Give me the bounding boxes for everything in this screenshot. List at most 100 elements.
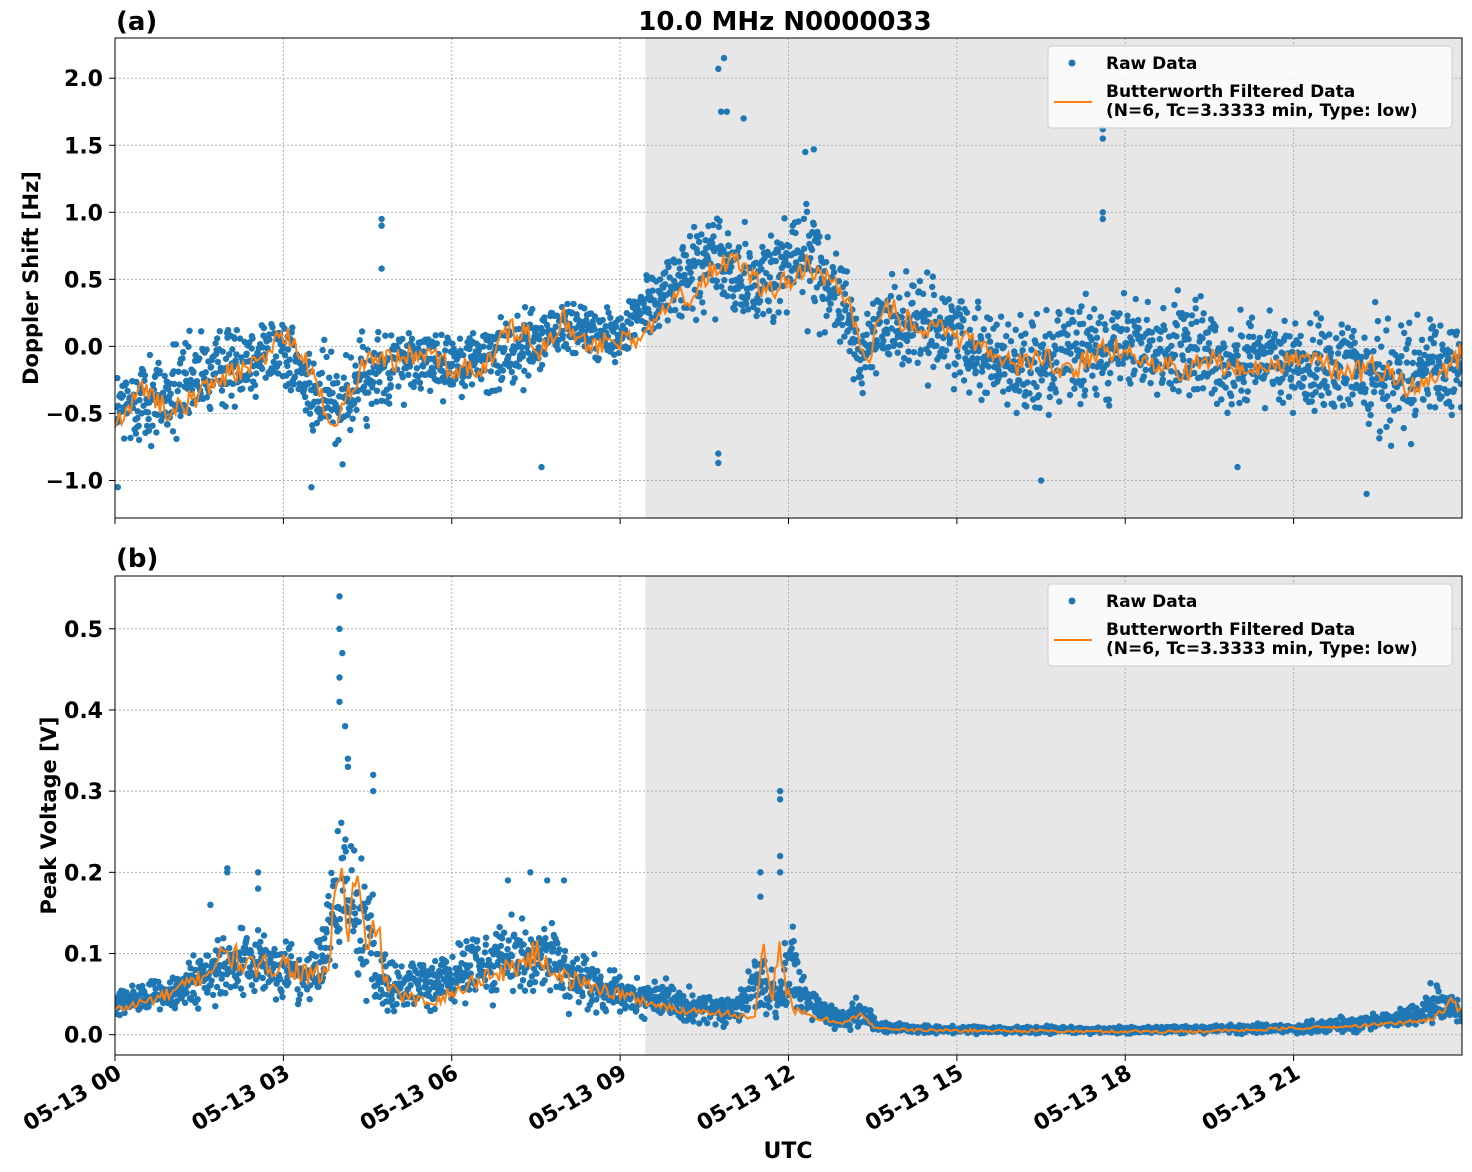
- raw-data-point: [1228, 401, 1235, 408]
- raw-data-point: [750, 985, 757, 992]
- raw-data-point: [823, 312, 830, 320]
- raw-data-point: [846, 312, 853, 319]
- raw-data-point: [1433, 364, 1440, 371]
- legend-label-filtered: Butterworth Filtered Data: [1106, 82, 1355, 102]
- raw-data-point: [309, 427, 317, 434]
- raw-data-point: [633, 1006, 640, 1014]
- raw-data-point: [930, 363, 937, 371]
- raw-data-point: [754, 307, 761, 314]
- raw-data-point: [779, 282, 787, 290]
- raw-data-point: [894, 349, 901, 356]
- raw-data-point: [1020, 340, 1028, 347]
- raw-data-point: [1234, 342, 1241, 349]
- raw-data-point: [1017, 311, 1024, 319]
- raw-data-point: [581, 305, 588, 312]
- raw-data-point: [139, 982, 146, 990]
- raw-data-point: [209, 991, 217, 999]
- raw-data-point: [1129, 318, 1137, 325]
- raw-data-point: [1205, 340, 1213, 347]
- raw-data-point: [427, 978, 435, 986]
- raw-data-point: [276, 360, 283, 367]
- raw-data-point: [525, 372, 532, 379]
- raw-data-point: [1238, 387, 1245, 394]
- raw-data-point: [243, 350, 250, 357]
- raw-data-point: [326, 374, 333, 381]
- raw-data-point: [488, 987, 495, 994]
- raw-data-point: [248, 969, 255, 976]
- raw-data-point: [1005, 321, 1012, 328]
- raw-data-point: [905, 348, 912, 355]
- raw-data-point: [197, 957, 204, 964]
- raw-data-point: [528, 352, 535, 359]
- raw-data-point: [529, 987, 537, 995]
- raw-data-point: [259, 365, 266, 373]
- raw-data-point: [770, 318, 777, 325]
- raw-data-point: [565, 1010, 573, 1018]
- raw-data-point: [262, 374, 269, 381]
- raw-data-point: [449, 953, 456, 960]
- raw-data-outlier: [802, 148, 809, 156]
- raw-data-point: [237, 985, 245, 992]
- raw-data-point: [203, 394, 210, 401]
- raw-data-point: [317, 944, 324, 951]
- raw-data-point: [1088, 336, 1095, 344]
- raw-data-point: [597, 973, 604, 980]
- raw-data-point: [772, 257, 779, 265]
- raw-data-point: [1450, 386, 1458, 393]
- raw-data-point: [792, 229, 799, 237]
- raw-data-point: [1043, 371, 1050, 378]
- raw-data-point: [369, 891, 376, 898]
- raw-data-point: [322, 944, 329, 952]
- raw-data-point: [396, 973, 403, 980]
- raw-data-point: [811, 297, 819, 305]
- raw-data-point: [483, 983, 490, 990]
- raw-data-point: [351, 922, 358, 929]
- raw-data-point: [536, 336, 543, 343]
- raw-data-point: [553, 312, 561, 319]
- raw-data-point: [1200, 310, 1207, 317]
- raw-data-point: [872, 345, 879, 352]
- raw-data-point: [1192, 296, 1199, 303]
- raw-data-point: [353, 406, 360, 414]
- raw-data-point: [1445, 398, 1453, 405]
- raw-data-point: [350, 903, 357, 910]
- raw-data-point: [561, 954, 568, 961]
- raw-data-point: [306, 996, 313, 1003]
- raw-data-point: [410, 383, 417, 391]
- raw-data-point: [335, 436, 342, 444]
- raw-data-point: [146, 351, 154, 359]
- raw-data-point: [891, 341, 898, 348]
- raw-data-point: [1102, 350, 1109, 358]
- raw-data-point: [786, 980, 793, 988]
- raw-data-point: [1372, 382, 1379, 389]
- raw-data-point: [439, 398, 447, 405]
- raw-data-point: [195, 1005, 202, 1012]
- raw-data-point: [607, 314, 614, 322]
- raw-data-point: [575, 999, 582, 1006]
- raw-data-point: [177, 412, 184, 420]
- raw-data-point: [1255, 351, 1262, 359]
- raw-data-point: [533, 970, 540, 977]
- raw-data-point: [1081, 387, 1089, 394]
- raw-data-point: [642, 319, 649, 327]
- raw-data-point: [1199, 334, 1206, 342]
- raw-data-point: [743, 300, 750, 308]
- raw-data-point: [617, 315, 624, 322]
- raw-data-point: [672, 306, 679, 314]
- raw-data-point: [229, 346, 236, 353]
- raw-data-point: [1036, 404, 1043, 411]
- raw-data-point: [482, 941, 489, 948]
- raw-data-point: [194, 996, 201, 1003]
- raw-data-point: [1070, 318, 1077, 325]
- raw-data-point: [1046, 393, 1054, 401]
- raw-data-point: [170, 368, 177, 375]
- raw-data-point: [428, 964, 436, 972]
- raw-data-point: [521, 987, 529, 994]
- raw-data-point: [358, 855, 365, 862]
- raw-data-point: [386, 375, 394, 382]
- raw-data-point: [542, 935, 549, 942]
- raw-data-point: [398, 963, 405, 970]
- raw-data-point: [247, 949, 255, 956]
- raw-data-point: [910, 349, 918, 356]
- raw-data-point: [904, 291, 911, 298]
